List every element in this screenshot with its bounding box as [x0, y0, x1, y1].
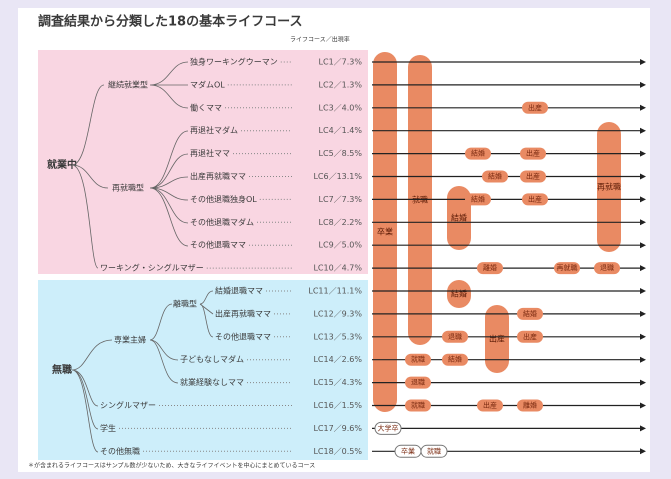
- course-code: LC2／1.3%: [319, 80, 363, 89]
- event-label: 大学卒: [378, 423, 399, 432]
- course-code: LC10／4.7%: [313, 264, 362, 273]
- event-label: 出産: [528, 103, 542, 112]
- course-name: 出産再就職ママ: [215, 308, 271, 318]
- event-label: 出産: [523, 332, 537, 341]
- event-label: 出産: [526, 149, 540, 158]
- event-label: 再就職: [557, 263, 578, 272]
- group-label: 就業中: [47, 158, 77, 171]
- pill-label: 結婚: [451, 213, 467, 223]
- branch-label: 継続就業型: [108, 80, 148, 90]
- course-code: LC8／2.2%: [319, 218, 363, 227]
- event-label: 離婚: [523, 401, 537, 410]
- course-code: LC18／0.5%: [313, 447, 362, 456]
- course-code: LC16／1.5%: [313, 401, 362, 410]
- course-name: 独身ワーキングウーマン: [190, 57, 278, 67]
- course-code: LC15／4.3%: [313, 378, 362, 387]
- course-code: LC7／7.3%: [319, 195, 363, 204]
- course-name: 結婚退職ママ: [215, 286, 263, 296]
- course-name: その他退職マダム: [190, 217, 254, 227]
- pill-label: 再就職: [597, 182, 621, 192]
- event-label: 出産: [528, 194, 542, 203]
- event-label: 離婚: [483, 263, 497, 272]
- event-label: 就職: [427, 446, 441, 455]
- legend-note: ライフコース／出現率: [290, 36, 350, 44]
- course-name: その他退職ママ: [190, 240, 246, 250]
- course-code: LC5／8.5%: [319, 149, 363, 158]
- course-name: 再退社ママ: [190, 148, 230, 158]
- course-name: 働くママ: [190, 102, 222, 112]
- course-code: LC3／4.0%: [319, 103, 363, 112]
- course-name: 就業経験なしママ: [180, 377, 244, 387]
- group-label: 無職: [52, 363, 72, 376]
- pill-label: 結婚: [451, 289, 467, 299]
- pill-label: 卒業: [377, 227, 393, 237]
- event-label: 退職: [448, 332, 462, 341]
- event-label: 卒業: [401, 446, 415, 455]
- course-name: 再退社マダム: [190, 125, 238, 135]
- event-label: 退職: [600, 263, 614, 272]
- course-code: LC6／13.1%: [313, 172, 362, 181]
- course-code: LC14／2.6%: [313, 355, 362, 364]
- course-name: 学生: [100, 423, 116, 433]
- diagram: 調査結果から分類した18の基本ライフコース ライフコース／出現率 就業中 無職 …: [0, 0, 671, 479]
- footnote: ＊が含まれるライフコースはサンプル数が少ないため、大きなライフイベントを中心にま…: [28, 462, 315, 470]
- course-code: LC1／7.3%: [319, 58, 363, 67]
- course-name: 子どもなしマダム: [180, 354, 244, 364]
- branch-label: 離職型: [173, 299, 197, 309]
- course-name: その他退職ママ: [215, 331, 271, 341]
- course-code: LC12／9.3%: [313, 309, 362, 318]
- course-name: 出産再就職ママ: [190, 171, 246, 181]
- pill-label: 出産: [489, 334, 505, 344]
- course-name: その他退職独身OL: [190, 194, 257, 204]
- course-code: LC11／11.1%: [308, 287, 362, 296]
- event-label: 就職: [411, 355, 425, 364]
- course-name: ワーキング・シングルマザー: [100, 263, 204, 273]
- course-code: LC17／9.6%: [313, 424, 362, 433]
- event-label: 結婚: [471, 194, 485, 203]
- course-code: LC13／5.3%: [313, 332, 362, 341]
- course-code: LC9／5.0%: [319, 241, 363, 250]
- event-label: 就職: [411, 401, 425, 410]
- event-label: 結婚: [471, 149, 485, 158]
- course-name: その他無職: [100, 446, 140, 456]
- page: {"header": {"title": "調査結果から分類した18の基本ライフ…: [0, 0, 671, 479]
- title: 調査結果から分類した18の基本ライフコース: [38, 14, 302, 30]
- branch-label: 再就職型: [112, 183, 144, 193]
- event-label: 結婚: [448, 355, 462, 364]
- event-label: 結婚: [488, 172, 502, 181]
- event-label: 結婚: [523, 309, 537, 318]
- event-label: 出産: [526, 172, 540, 181]
- course-name: マダムOL: [190, 79, 225, 89]
- event-label: 退職: [411, 378, 425, 387]
- branch-label: 専業主婦: [114, 335, 146, 345]
- course-name: シングルマザー: [100, 400, 156, 410]
- event-label: 出産: [483, 401, 497, 410]
- course-code: LC4／1.4%: [319, 126, 363, 135]
